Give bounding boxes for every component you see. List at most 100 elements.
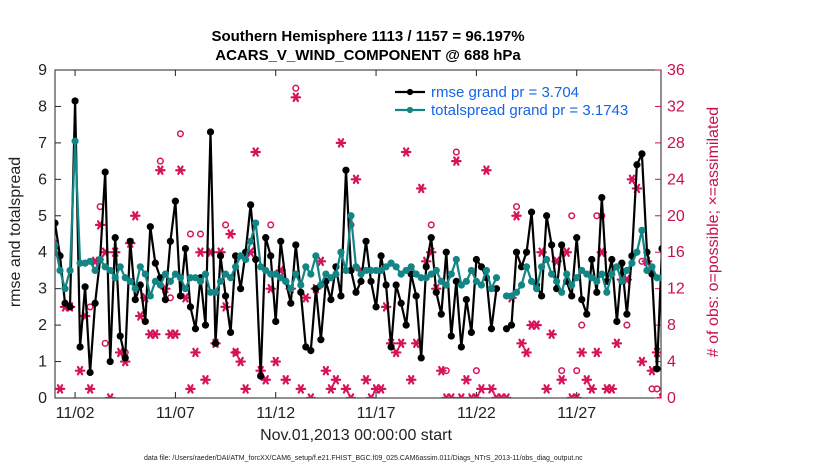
legend-spread-marker <box>406 106 414 114</box>
obs-assimilated-marker <box>586 384 598 394</box>
rmse-point <box>272 317 280 326</box>
obs-possible-marker <box>156 157 164 165</box>
totalspread-point <box>191 274 200 282</box>
obs-asterisk-stroke <box>573 393 578 398</box>
obs-assimilated-marker <box>516 338 527 349</box>
totalspread-point <box>262 266 270 275</box>
rmse-point <box>146 223 154 231</box>
totalspread-point <box>221 270 230 278</box>
totalspread-point <box>71 137 79 145</box>
obs-asterisk-stroke <box>475 393 480 398</box>
totalspread-point <box>171 270 179 278</box>
totalspread-point <box>327 274 335 282</box>
rmse-point <box>362 237 370 245</box>
obs-asterisk-stroke <box>458 393 463 398</box>
rmse-point <box>658 245 661 253</box>
y-tick-left-label: 3 <box>38 281 47 298</box>
rmse-point <box>527 208 536 216</box>
obs-assimilated-marker <box>415 183 427 194</box>
rmse-point <box>357 277 365 285</box>
rmse-point <box>86 368 94 377</box>
obs-assimilated-marker <box>390 347 402 358</box>
rmse-line <box>505 152 661 370</box>
obs-asterisk-stroke <box>543 384 550 394</box>
totalspread-point <box>447 270 455 278</box>
rmse-point <box>397 299 405 307</box>
rmse-point <box>201 321 210 329</box>
obs-assimilated-marker <box>451 156 462 166</box>
obs-asterisk-stroke <box>108 393 114 398</box>
obs-possible-marker <box>653 385 661 393</box>
rmse-point <box>61 299 69 307</box>
obs-asterisk-stroke <box>468 393 473 398</box>
obs-possible-marker <box>573 367 581 375</box>
obs-asterisk-stroke <box>182 293 189 303</box>
totalspread-point <box>66 266 74 275</box>
obs-possible-marker <box>292 84 300 92</box>
y-tick-right-label: 4 <box>667 354 676 371</box>
totalspread-point <box>91 266 99 275</box>
obs-asterisk-stroke <box>453 156 460 166</box>
obs-assimilated-marker <box>656 393 661 398</box>
plot-clipped-group <box>55 84 661 398</box>
totalspread-point <box>462 277 470 285</box>
obs-assimilated-marker <box>155 165 166 175</box>
rmse-point <box>472 255 480 264</box>
y-tick-right-label: 20 <box>667 208 685 225</box>
obs-assimilated-marker <box>315 256 327 267</box>
totalspread-point <box>201 270 210 278</box>
obs-assimilated-marker <box>84 384 96 394</box>
totalspread-point <box>231 263 240 271</box>
obs-asterisk-stroke <box>237 356 244 367</box>
obs-assimilated-marker <box>606 384 618 394</box>
x-tick-label: 11/27 <box>557 405 596 422</box>
rmse-point <box>618 259 626 267</box>
totalspread-point <box>287 285 295 293</box>
totalspread-point <box>161 270 169 278</box>
obs-assimilated-marker <box>576 347 588 358</box>
obs-assimilated-marker <box>185 384 196 394</box>
obs-asterisk-stroke <box>367 393 373 398</box>
obs-assimilated-marker <box>405 375 417 385</box>
totalspread-point <box>658 274 661 282</box>
rmse-point <box>116 332 124 340</box>
totalspread-point <box>507 292 516 300</box>
rmse-point <box>151 259 159 267</box>
rmse-point <box>181 244 190 253</box>
obs-assimilated-marker <box>466 393 477 398</box>
totalspread-point <box>648 263 656 271</box>
rmse-point <box>392 281 400 289</box>
obs-assimilated-marker <box>365 393 377 398</box>
rmse-point <box>623 310 631 318</box>
totalspread-point <box>166 277 174 285</box>
rmse-point <box>111 234 119 242</box>
obs-assimilated-marker <box>476 384 487 394</box>
obs-assimilated-marker <box>345 393 357 398</box>
obs-assimilated-marker <box>501 393 512 398</box>
obs-asterisk-stroke <box>207 247 214 257</box>
rmse-point <box>257 372 265 380</box>
obs-possible-marker <box>232 348 240 356</box>
totalspread-point <box>623 266 631 275</box>
obs-assimilated-marker <box>566 393 578 398</box>
rmse-point <box>337 292 345 300</box>
totalspread-point <box>558 288 566 296</box>
totalspread-point <box>156 281 164 289</box>
obs-assimilated-marker <box>325 384 337 394</box>
obs-assimilated-marker <box>611 338 623 349</box>
obs-asterisk-stroke <box>247 247 254 257</box>
obs-assimilated-marker <box>511 211 522 221</box>
obs-asterisk-stroke <box>352 174 360 185</box>
rmse-point <box>252 255 260 264</box>
rmse-point <box>262 234 270 242</box>
totalspread-point <box>412 270 420 278</box>
rmse-point <box>633 161 641 169</box>
totalspread-point <box>252 219 260 227</box>
totalspread-point <box>56 266 64 275</box>
obs-assimilated-marker <box>541 384 552 394</box>
obs-asterisk-stroke <box>598 247 606 257</box>
obs-assimilated-marker <box>481 165 492 175</box>
obs-asterisk-stroke <box>402 147 410 157</box>
obs-asterisk-stroke <box>302 293 310 303</box>
